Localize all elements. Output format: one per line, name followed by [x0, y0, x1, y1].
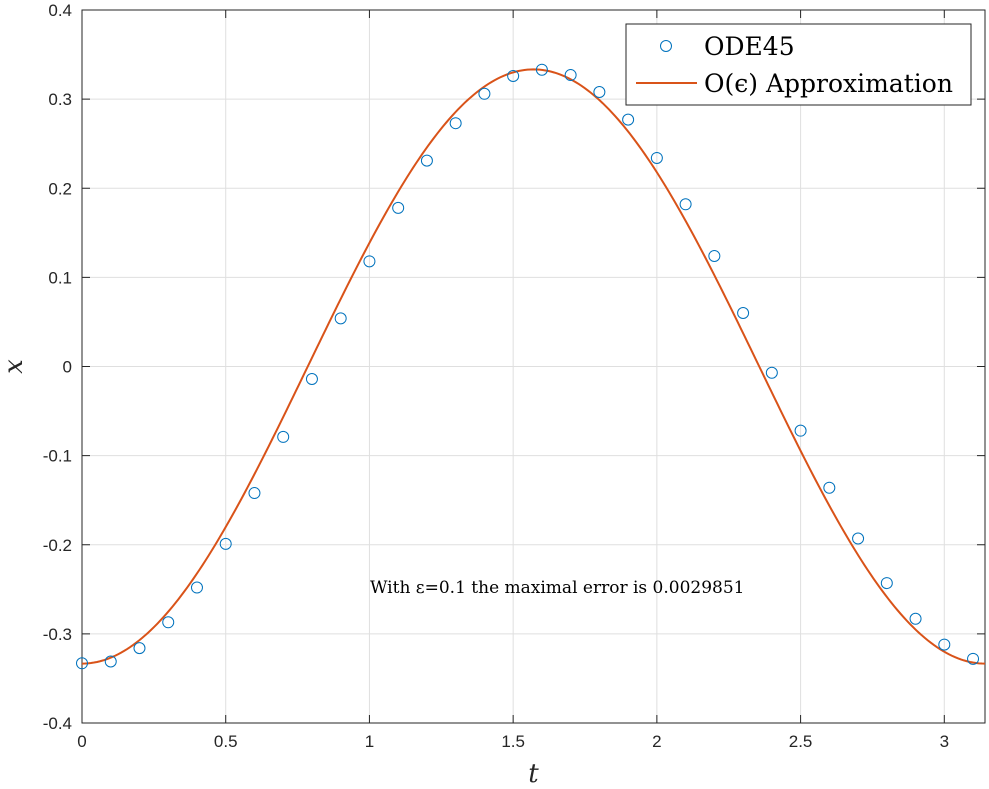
- grid-lines: [81, 9, 985, 724]
- ode45-point: [392, 201, 405, 214]
- y-tick-labels: 0.4 0.3 0.2 0.1 0 -0.1 -0.2 -0.3 -0.4: [43, 1, 72, 733]
- ode45-point: [104, 655, 117, 668]
- ode45-point: [449, 117, 462, 130]
- y-tick-label: 0: [63, 358, 72, 377]
- ode45-point: [420, 154, 433, 167]
- y-tick-label: 0.4: [48, 1, 72, 20]
- y-tick-label: -0.2: [43, 536, 72, 555]
- y-tick-label: 0.1: [48, 268, 72, 287]
- x-tick-label: 1: [365, 732, 374, 751]
- x-tick-label: 1.5: [501, 732, 525, 751]
- ode45-point: [593, 85, 606, 98]
- x-tick-label: 0.5: [214, 732, 238, 751]
- x-tick-label: 0: [77, 732, 86, 751]
- legend-label-ode45: ODE45: [704, 32, 795, 61]
- ode45-point: [967, 652, 980, 665]
- axis-ticks: [81, 9, 985, 724]
- ode45-point: [765, 366, 778, 379]
- x-tick-label: 2: [652, 732, 661, 751]
- ode45-point: [679, 198, 692, 211]
- x-tick-label: 3: [940, 732, 949, 751]
- ode45-point: [794, 424, 807, 437]
- ode45-point: [535, 63, 548, 76]
- ode45-point: [823, 481, 836, 494]
- y-tick-label: -0.3: [43, 625, 72, 644]
- ode45-point: [478, 87, 491, 100]
- ode45-point: [852, 532, 865, 545]
- series-line-approximation: [81, 68, 986, 665]
- y-tick-label: -0.4: [43, 714, 72, 733]
- ode45-point: [162, 616, 175, 629]
- ode45-point: [277, 430, 290, 443]
- x-tick-label: 2.5: [789, 732, 813, 751]
- y-tick-label: -0.1: [43, 447, 72, 466]
- ode45-point: [507, 69, 520, 82]
- y-tick-label: 0.3: [48, 90, 72, 109]
- ode45-point: [650, 151, 663, 164]
- x-axis-label: t: [528, 759, 539, 789]
- ode45-point: [938, 638, 951, 651]
- ode45-point: [219, 537, 232, 550]
- legend: ODE45 O(ϵ) Approximation: [625, 23, 972, 106]
- ode45-point: [737, 307, 750, 320]
- ode45-point: [909, 612, 922, 625]
- legend-marker-ode45: [660, 40, 672, 52]
- ode45-point: [708, 249, 721, 262]
- ode45-point: [76, 657, 88, 670]
- ode45-point: [190, 581, 203, 594]
- ode45-point: [334, 312, 347, 325]
- ode45-point: [880, 577, 893, 590]
- y-axis-label: x: [0, 359, 29, 374]
- ode45-point: [133, 642, 146, 655]
- ode45-point: [248, 487, 261, 500]
- ode45-point: [564, 69, 577, 82]
- series-markers-ode45: [76, 63, 980, 670]
- ode45-point: [622, 113, 635, 126]
- ode45-point: [305, 372, 318, 385]
- y-tick-label: 0.2: [48, 179, 72, 198]
- legend-box: [625, 23, 972, 106]
- legend-label-approximation: O(ϵ) Approximation: [704, 69, 953, 98]
- x-tick-labels: 0 0.5 1 1.5 2 2.5 3: [77, 732, 949, 751]
- error-annotation: With ε=0.1 the maximal error is 0.002985…: [370, 578, 744, 598]
- ode45-point: [363, 255, 376, 268]
